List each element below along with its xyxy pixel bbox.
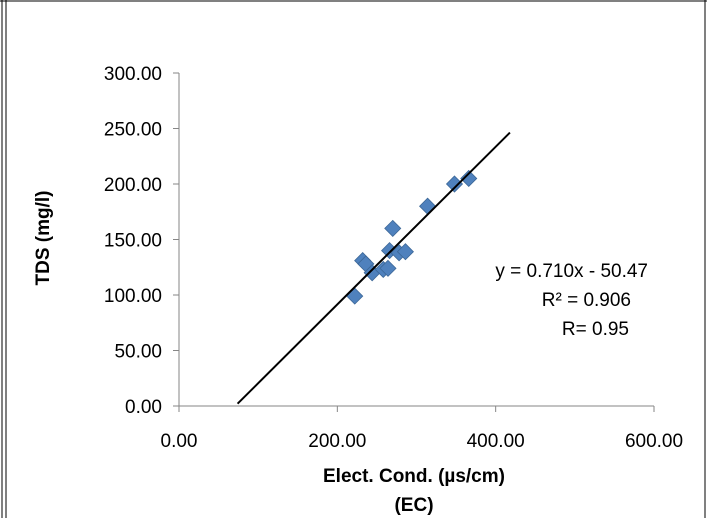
trendline	[236, 131, 511, 405]
data-points	[346, 169, 478, 305]
y-tick-label: 200.00	[104, 175, 162, 196]
x-tick-label: 200.00	[308, 431, 366, 452]
data-point	[384, 219, 402, 237]
x-tick-label: 0.00	[161, 431, 198, 452]
y-tick-label: 250.00	[104, 120, 162, 141]
data-point	[379, 259, 397, 277]
data-point	[419, 197, 437, 215]
data-point	[396, 243, 414, 261]
y-tick-label: 100.00	[104, 286, 162, 307]
tick-labels: 0.00 50.00 100.00 150.00 200.00 250.00 300.00 0…	[104, 64, 683, 452]
y-axis-title: TDS (mg/l)	[33, 191, 54, 286]
axes	[173, 72, 655, 412]
y-tick-label: 50.00	[114, 342, 162, 363]
x-axis-subtitle: (EC)	[394, 495, 433, 516]
x-tick-label: 600.00	[625, 431, 683, 452]
y-tick-label: 150.00	[104, 231, 162, 252]
data-point	[445, 175, 464, 193]
trendline-r: R= 0.95	[562, 319, 629, 340]
data-point	[346, 287, 364, 305]
data-point	[460, 169, 478, 188]
x-tick-label: 400.00	[467, 431, 525, 452]
trendline-equation: y = 0.710x - 50.47	[495, 261, 648, 282]
trendline-r-squared: R² = 0.906	[542, 290, 631, 311]
y-tick-label: 300.00	[104, 64, 162, 85]
x-axis-title: Elect. Cond. (µs/cm)	[323, 466, 505, 487]
trendline-layer	[236, 131, 511, 405]
y-tick-label: 0.00	[125, 397, 162, 418]
